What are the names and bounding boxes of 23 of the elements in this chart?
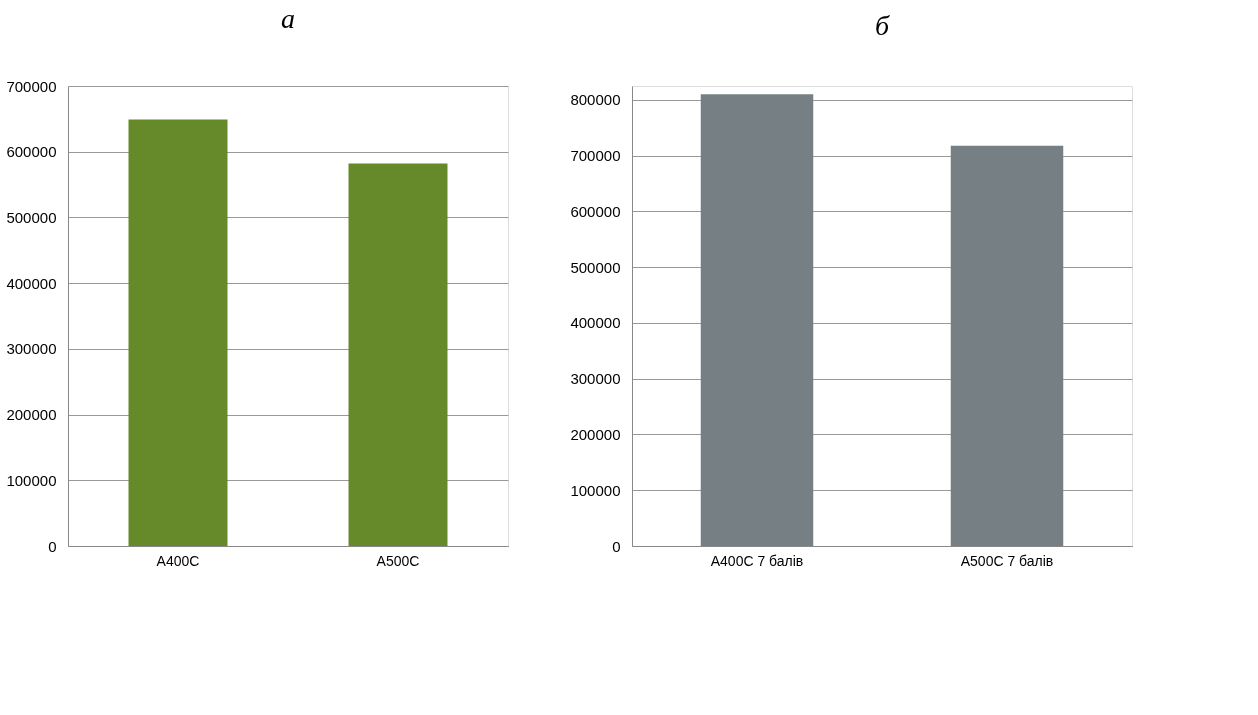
y-tick-label: 300000: [6, 340, 57, 358]
y-tick-label: 700000: [570, 147, 621, 165]
y-tick-label: 100000: [6, 471, 57, 489]
y-tick-label: 400000: [6, 274, 57, 292]
y-tick-label: 0: [48, 537, 57, 555]
y-tick-label: 600000: [6, 143, 57, 161]
y-tick-label: 500000: [570, 258, 621, 276]
chart-title: а: [281, 3, 295, 34]
x-tick-label: A500C: [376, 552, 420, 569]
chart-title: б: [874, 10, 890, 41]
y-tick-label: 600000: [570, 202, 621, 220]
y-tick-label: 300000: [570, 370, 621, 388]
y-tick-label: 100000: [570, 481, 621, 499]
x-tick-label: A400C 7 балів: [710, 552, 804, 569]
y-tick-label: 400000: [570, 314, 621, 332]
y-tick-label: 700000: [6, 77, 57, 95]
y-tick-label: 200000: [570, 425, 621, 443]
y-tick-label: 200000: [6, 406, 57, 424]
y-tick-label: 500000: [6, 208, 57, 226]
x-tick-label: A400C: [156, 552, 200, 569]
y-tick-label: 0: [612, 537, 621, 555]
y-tick-label: 800000: [570, 91, 621, 109]
x-tick-label: A500C 7 балів: [960, 552, 1054, 569]
